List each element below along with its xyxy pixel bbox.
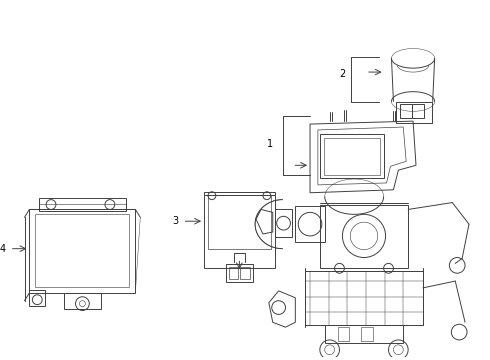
Bar [275,210,293,237]
Bar [29,290,45,306]
Bar [320,204,408,268]
Bar [324,138,380,175]
Bar [64,293,101,309]
Bar [338,327,349,341]
Bar [39,198,125,211]
Bar [361,327,373,341]
Text: 3: 3 [172,216,178,226]
Bar [35,214,129,287]
Bar [226,264,253,282]
Bar [241,267,250,279]
Bar [325,325,403,343]
Bar [208,195,271,249]
Bar [400,104,412,118]
Bar [29,210,135,293]
Text: 1: 1 [267,139,273,149]
Bar [412,104,424,118]
Bar [305,271,423,325]
Bar [396,102,432,123]
Bar [320,134,384,178]
Text: 2: 2 [339,69,345,79]
Bar [229,267,239,279]
Bar [295,207,325,242]
Bar [204,192,275,268]
Text: 4: 4 [0,244,6,254]
